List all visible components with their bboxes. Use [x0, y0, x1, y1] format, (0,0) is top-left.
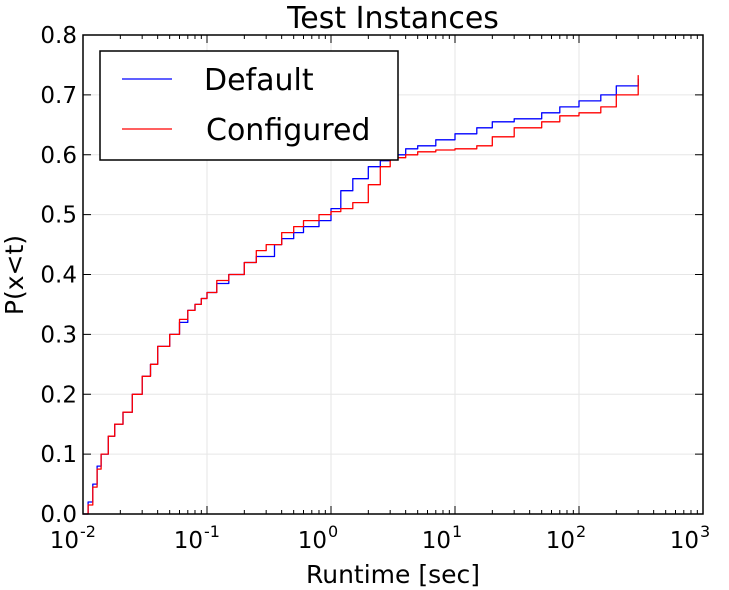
x-tick-base: 10	[174, 528, 203, 554]
y-tick-label: 0.4	[40, 263, 77, 289]
y-tick-label: 0.6	[40, 143, 77, 169]
axis-ticks	[82, 34, 704, 515]
x-tick-exponent: -1	[204, 522, 220, 541]
x-tick-label: 10 3	[670, 522, 710, 554]
y-tick-label: 0.2	[40, 382, 77, 408]
x-tick-exponent: 2	[576, 522, 586, 541]
x-axis: 10 -2 10 -1 10 0 10 1 10 2 10 3	[50, 522, 710, 554]
x-tick-base: 10	[298, 528, 327, 554]
x-tick-base: 10	[670, 528, 699, 554]
legend-label-default: Default	[204, 63, 314, 98]
x-tick-label: 10 -2	[50, 522, 96, 554]
x-axis-label: Runtime [sec]	[306, 560, 480, 589]
x-tick-exponent: 0	[328, 522, 338, 541]
chart-title: Test Instances	[286, 1, 499, 36]
y-tick-label: 0.1	[40, 442, 77, 468]
legend: Default Configured	[99, 50, 399, 161]
y-axis-label: P(x<t)	[0, 235, 29, 315]
x-tick-label: 10 -1	[174, 522, 220, 554]
y-tick-label: 0.0	[40, 502, 77, 528]
legend-label-configured: Configured	[206, 113, 370, 148]
y-tick-label: 0.3	[40, 322, 77, 348]
series-line-configured	[83, 75, 639, 515]
x-tick-base: 10	[50, 528, 79, 554]
y-axis: 0.0 0.1 0.2 0.3 0.4 0.5 0.6 0.7 0.8	[40, 23, 77, 528]
legend-box	[99, 50, 399, 161]
plot-area	[83, 75, 639, 515]
x-tick-base: 10	[422, 528, 451, 554]
x-tick-exponent: 1	[452, 522, 462, 541]
y-tick-label: 0.5	[40, 203, 77, 229]
x-tick-exponent: 3	[700, 522, 710, 541]
x-tick-label: 10 2	[546, 522, 586, 554]
x-tick-exponent: -2	[80, 522, 96, 541]
x-tick-base: 10	[546, 528, 575, 554]
x-tick-label: 10 0	[298, 522, 338, 554]
x-tick-label: 10 1	[422, 522, 462, 554]
y-tick-label: 0.7	[40, 83, 77, 109]
y-tick-label: 0.8	[40, 23, 77, 49]
